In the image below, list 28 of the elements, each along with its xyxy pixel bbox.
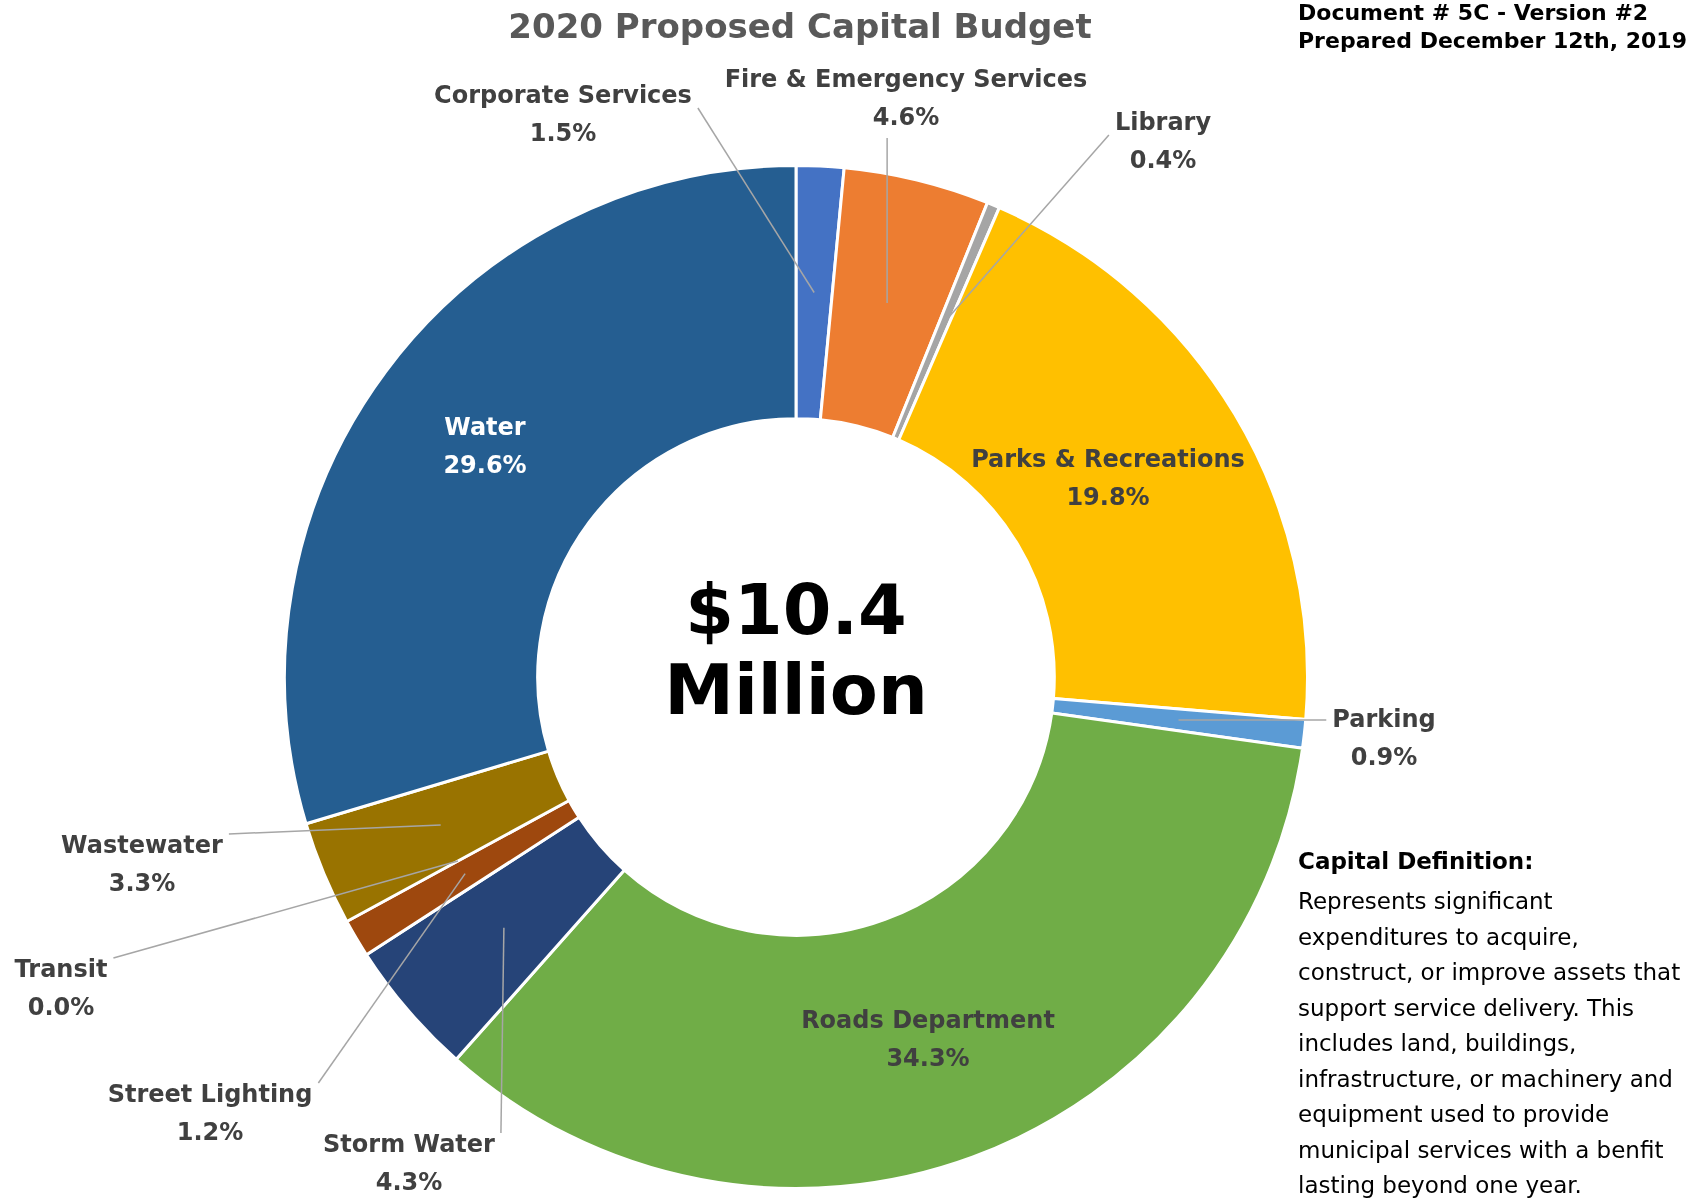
data-label: 0.4% [1129,146,1197,175]
data-label: 1.5% [529,119,597,148]
data-label: 19.8% [1066,483,1150,512]
text: 0.0% [27,993,95,1022]
slice-label: Parks & Recreations [971,445,1245,474]
data-label: 3.3% [108,869,176,898]
chart-title: 2020 Proposed Capital Budget [507,6,1093,46]
slice-label: Storm Water [323,1130,496,1159]
slice-label: Library [1114,108,1212,137]
text: Capital Definition: [1298,848,1534,874]
data-label: 29.6% [443,451,527,480]
data-label: 0.9% [1350,743,1418,772]
slice-label: Parking [1332,705,1436,734]
data-label: 34.3% [886,1044,970,1073]
slice-label: Fire & Emergency Services [724,65,1088,94]
data-label: 4.3% [375,1168,443,1197]
slice-label: Water [444,413,526,442]
text: Represents significant expenditures to acquire, construct, or improve assets that support service delivery. This includes land, buildings, infrastructure, or machinery and equipment used to provide municipal services with a benfit lasting beyond one year. [1298,888,1681,1198]
data-label: 4.6% [872,103,940,132]
data-label: 1.2% [176,1118,244,1147]
slice-label: Roads Department [801,1006,1055,1035]
category-label: Transit [14,955,108,984]
text: $10.4 Million [663,569,929,731]
text: Prepared December 12th, 2019 [1298,28,1687,53]
slice-label: Corporate Services [434,81,692,110]
slice-label: Street Lighting [107,1080,313,1109]
text: Document # 5C - Version #2 [1298,0,1649,25]
slice-label: Wastewater [61,831,224,860]
